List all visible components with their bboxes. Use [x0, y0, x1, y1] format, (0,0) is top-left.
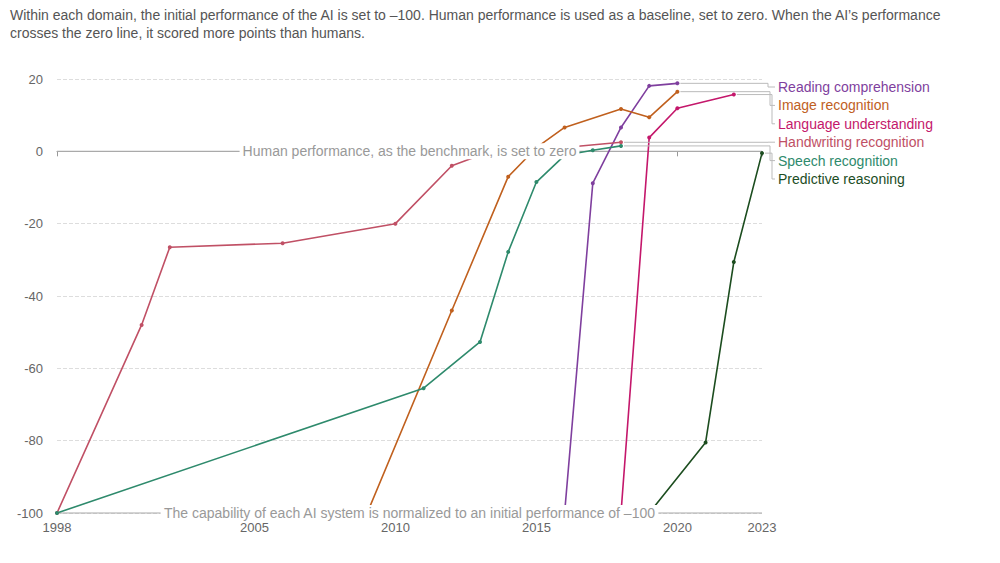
svg-text:2005: 2005 [240, 520, 269, 535]
svg-text:Within each domain, the initia: Within each domain, the initial performa… [10, 7, 944, 23]
svg-text:Speech recognition: Speech recognition [778, 153, 898, 169]
svg-text:-60: -60 [24, 361, 43, 376]
svg-text:Handwriting recognition: Handwriting recognition [778, 134, 924, 150]
svg-text:The capability of each AI syst: The capability of each AI system is norm… [164, 505, 655, 521]
svg-text:crosses the zero line, it scor: crosses the zero line, it scored more po… [10, 25, 365, 41]
svg-text:-100: -100 [17, 506, 43, 521]
svg-text:2020: 2020 [663, 520, 692, 535]
svg-text:Predictive reasoning: Predictive reasoning [778, 171, 905, 187]
svg-text:2010: 2010 [381, 520, 410, 535]
svg-text:-80: -80 [24, 433, 43, 448]
svg-text:1998: 1998 [43, 520, 72, 535]
svg-text:0: 0 [36, 144, 43, 159]
svg-text:-20: -20 [24, 216, 43, 231]
svg-text:2015: 2015 [522, 520, 551, 535]
svg-text:Language understanding: Language understanding [778, 116, 933, 132]
svg-text:20: 20 [29, 72, 43, 87]
svg-text:-40: -40 [24, 289, 43, 304]
svg-text:Image recognition: Image recognition [778, 97, 889, 113]
svg-text:2023: 2023 [748, 520, 777, 535]
svg-text:Reading comprehension: Reading comprehension [778, 79, 930, 95]
svg-text:Human performance, as the benc: Human performance, as the benchmark, is … [243, 143, 577, 159]
